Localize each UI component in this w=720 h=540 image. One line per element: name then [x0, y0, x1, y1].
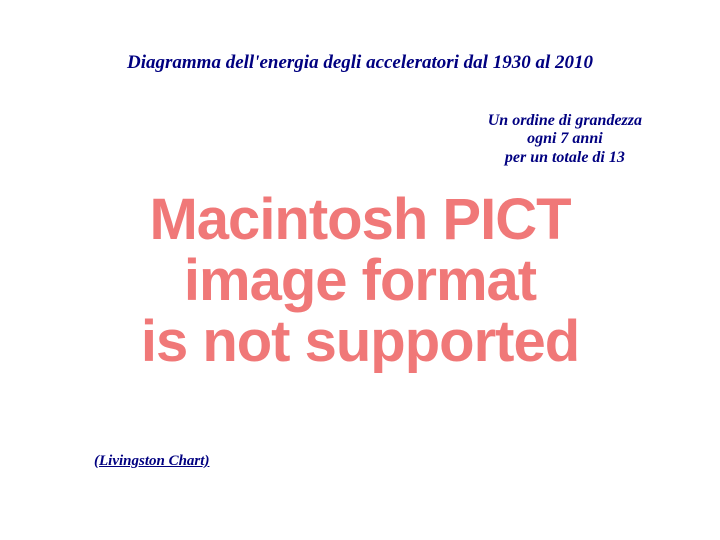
pict-error-message: Macintosh PICT image format is not suppo…: [0, 190, 720, 373]
subtitle-line-3: per un totale di 13: [505, 149, 625, 166]
subtitle-line-2: ogni 7 anni: [527, 130, 603, 147]
slide-title: Diagramma dell'energia degli accelerator…: [0, 52, 720, 74]
subtitle-line-1: Un ordine di grandezza: [488, 112, 642, 129]
pict-error-line-2: image format: [184, 248, 536, 313]
footer-reference: (Livingston Chart): [94, 453, 209, 470]
pict-error-line-3: is not supported: [141, 309, 579, 374]
slide-subtitle: Un ordine di grandezza ogni 7 anni per u…: [488, 112, 642, 167]
pict-error-line-1: Macintosh PICT: [149, 187, 570, 252]
